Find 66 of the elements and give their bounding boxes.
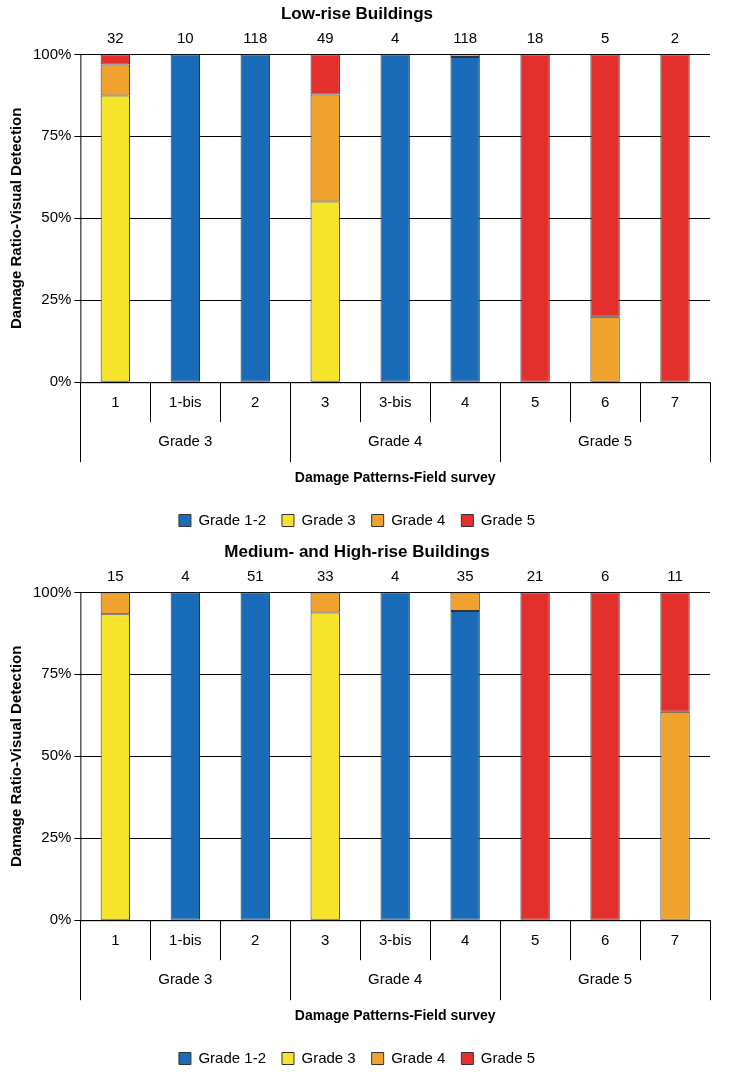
annotation: 5 <box>600 29 610 47</box>
annotation: 10 <box>176 29 194 47</box>
text: Grade 3 <box>158 432 213 450</box>
legend-label: Grade 5 <box>480 510 536 528</box>
y-tick-label: 75% <box>41 126 72 144</box>
x-tick-label: 1 <box>111 393 120 411</box>
y-tick-label: 50% <box>41 746 72 764</box>
annotation: 18 <box>526 29 544 47</box>
annotation: 2 <box>670 29 680 47</box>
y-tick-label: 0% <box>49 910 72 928</box>
x-tick-label: 1-bis <box>169 931 202 949</box>
annotation: 118 <box>243 29 268 47</box>
x-tick-label: 1 <box>111 931 120 949</box>
legend-label: Grade 1-2 <box>198 1048 266 1066</box>
y-tick-label: 0% <box>49 372 72 390</box>
text: Grade 5 <box>577 970 633 988</box>
annotation: 21 <box>526 567 544 585</box>
x-axis-title: Damage Patterns-Field survey <box>294 1007 496 1024</box>
x-tick-label: 4 <box>460 393 470 411</box>
text: Grade 4 <box>368 970 423 988</box>
y-axis-title: Damage Ratio-Visual Detection <box>7 645 25 868</box>
x-tick-label: 5 <box>530 393 540 411</box>
legend-label: Grade 3 <box>301 1048 356 1066</box>
y-tick-label: 25% <box>41 828 72 846</box>
x-tick-label: 3-bis <box>378 931 412 949</box>
x-tick-label: 3-bis <box>378 393 412 411</box>
legend-label: Grade 4 <box>391 510 446 528</box>
x-tick-label: 6 <box>600 931 610 949</box>
y-tick-label: 75% <box>41 664 72 682</box>
x-tick-label: 6 <box>600 393 610 411</box>
chart-title: Low-rise Buildings <box>280 3 434 23</box>
x-tick-label: 7 <box>670 931 680 949</box>
x-tick-label: 5 <box>530 931 540 949</box>
x-tick-label: 2 <box>251 931 260 949</box>
chart-title: Medium- and High-rise Buildings <box>224 541 490 561</box>
text: Grade 4 <box>368 432 423 450</box>
annotation: 118 <box>453 29 478 47</box>
annotation: 49 <box>316 29 334 47</box>
y-tick-label: 100% <box>32 44 72 62</box>
x-tick-label: 4 <box>460 931 470 949</box>
annotation: 11 <box>667 567 683 585</box>
legend-label: Grade 1-2 <box>198 510 266 528</box>
annotation: 6 <box>600 567 610 585</box>
legend-label: Grade 4 <box>391 1048 446 1066</box>
y-tick-label: 25% <box>41 290 72 308</box>
annotation: 15 <box>107 567 124 585</box>
annotation: 33 <box>316 567 334 585</box>
text: Grade 3 <box>158 970 213 988</box>
legend-label: Grade 3 <box>301 510 356 528</box>
x-axis-title: Damage Patterns-Field survey <box>294 469 496 486</box>
x-tick-label: 3 <box>321 393 330 411</box>
annotation: 32 <box>107 29 124 47</box>
legend-label: Grade 5 <box>480 1048 536 1066</box>
y-axis-title: Damage Ratio-Visual Detection <box>7 107 25 330</box>
annotation: 4 <box>391 567 400 585</box>
annotation: 4 <box>391 29 400 47</box>
x-tick-label: 2 <box>251 393 260 411</box>
x-tick-label: 3 <box>321 931 330 949</box>
y-tick-label: 50% <box>41 208 72 226</box>
x-tick-label: 7 <box>670 393 680 411</box>
annotation: 51 <box>246 567 264 585</box>
text: Grade 5 <box>577 432 633 450</box>
annotation: 4 <box>181 567 190 585</box>
x-tick-label: 1-bis <box>169 393 202 411</box>
y-tick-label: 100% <box>32 582 72 600</box>
annotation: 35 <box>456 567 474 585</box>
